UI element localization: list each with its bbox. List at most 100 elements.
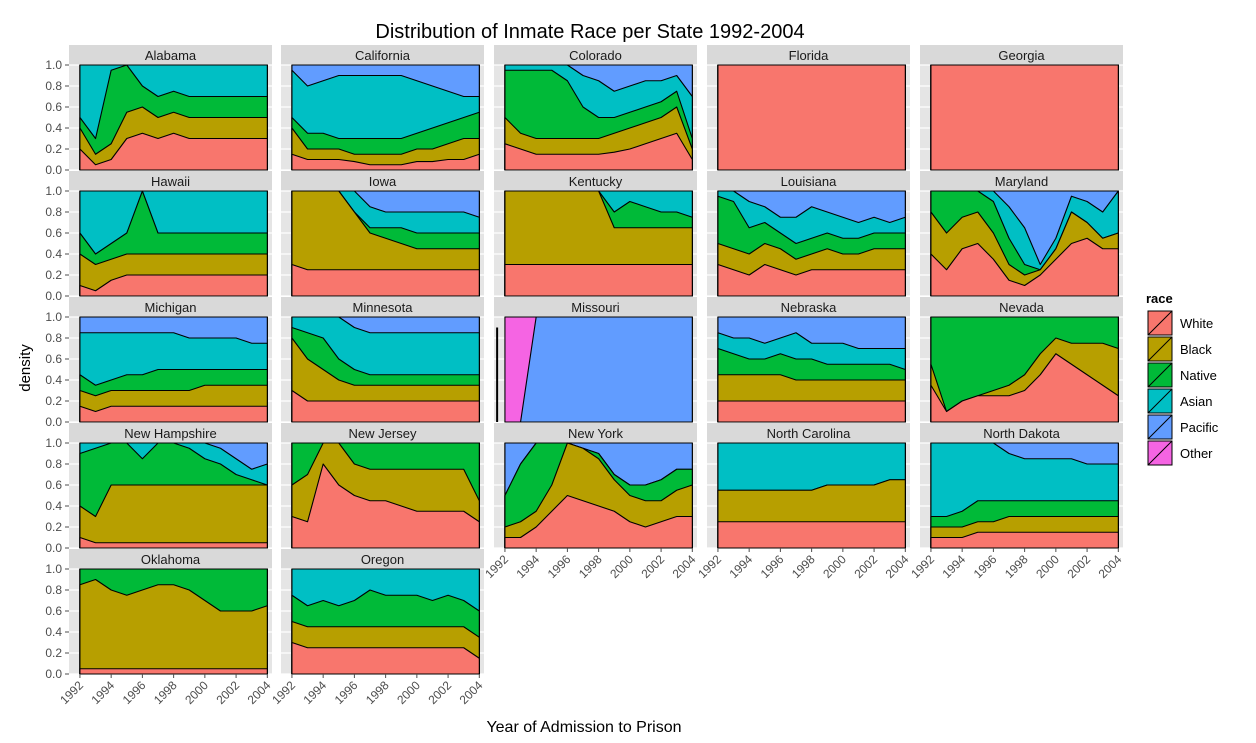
x-tick-label: 1998 — [576, 552, 605, 581]
panel-new-jersey: New Jersey — [281, 423, 484, 549]
panel-areas — [504, 190, 693, 297]
panel-north-carolina: North Carolina 1992 1994 1996 1998 2000 2002 20… — [695, 423, 912, 581]
panel-louisiana: Louisiana — [707, 171, 910, 297]
y-tick-label: 0.0 — [45, 541, 62, 555]
x-tick-label: 1992 — [57, 678, 86, 707]
y-tick-label: 0.2 — [45, 394, 62, 408]
y-tick-label: 0.2 — [45, 142, 62, 156]
panel-areas — [79, 442, 268, 549]
area-white — [79, 668, 268, 675]
y-tick-label: 0.4 — [45, 499, 62, 513]
y-tick-label: 0.8 — [45, 205, 62, 219]
panel-maryland: Maryland — [920, 171, 1123, 297]
area-white — [930, 64, 1119, 171]
y-tick-label: 0.8 — [45, 583, 62, 597]
legend-swatch-diagonal — [1147, 440, 1173, 466]
legend-label: Black — [1180, 342, 1212, 357]
panel-strip — [281, 423, 484, 443]
x-tick-label: 1994 — [514, 552, 543, 581]
panel-areas — [930, 316, 1119, 423]
panel-areas — [291, 190, 480, 297]
panel-strip-label: Georgia — [998, 48, 1045, 63]
panel-california: California — [281, 45, 484, 171]
panel-michigan: Michigan 0.0 0.2 0.4 0.6 0.8 1.0 — [45, 297, 272, 429]
y-tick-label: 1.0 — [45, 436, 62, 450]
panel-strip — [707, 297, 910, 317]
area-white — [930, 353, 1119, 423]
panel-strip — [494, 45, 697, 65]
panel-north-dakota: North Dakota 1992 1994 1996 1998 2000 2002 2004 — [908, 423, 1125, 581]
x-tick-label: 2000 — [394, 678, 423, 707]
x-tick-label: 1994 — [89, 678, 118, 707]
panel-hawaii: Hawaii 0.0 0.2 0.4 0.6 0.8 1.0 — [45, 171, 272, 303]
panel-georgia: Georgia — [920, 45, 1123, 171]
panel-strip-label: Hawaii — [151, 174, 190, 189]
y-tick-label: 0.8 — [45, 79, 62, 93]
panel-oklahoma: Oklahoma 0.0 0.2 0.4 0.6 0.8 1.0 1992 1994 1996 19… — [45, 549, 274, 707]
legend-item-native: Native — [1147, 362, 1217, 388]
y-tick-label: 1.0 — [45, 58, 62, 72]
area-black — [79, 578, 268, 675]
panel-strip — [494, 423, 697, 443]
x-tick-label: 2002 — [851, 552, 880, 581]
legend-item-white: White — [1147, 310, 1213, 336]
panel-areas — [79, 190, 268, 297]
panel-grid: Alabama 0.0 0.2 0.4 0.6 0.8 1.0 California Color… — [45, 45, 1125, 707]
x-tick-label: 2000 — [182, 678, 211, 707]
y-tick-label: 0.6 — [45, 352, 62, 366]
panel-areas — [291, 64, 480, 171]
legend-swatch-diagonal — [1147, 310, 1173, 336]
area-white — [79, 274, 268, 297]
panel-areas — [504, 316, 693, 423]
panel-new-hampshire: New Hampshire 0.0 0.2 0.4 0.6 0.8 1.0 — [45, 423, 272, 555]
area-white — [717, 64, 906, 171]
legend-item-other: Other — [1147, 440, 1213, 466]
panel-strip — [69, 297, 272, 317]
x-tick-label: 1992 — [695, 552, 724, 581]
x-tick-label: 2004 — [245, 678, 274, 707]
x-tick-label: 2004 — [1096, 552, 1125, 581]
x-tick-label: 1992 — [908, 552, 937, 581]
y-tick-label: 0.4 — [45, 121, 62, 135]
panel-strip-label: Oregon — [361, 552, 404, 567]
panel-areas — [79, 64, 268, 171]
panel-strip — [281, 171, 484, 191]
x-tick-label: 1996 — [332, 678, 361, 707]
panel-areas — [291, 316, 480, 423]
panel-missouri: Missouri — [494, 297, 697, 423]
panel-kentucky: Kentucky — [494, 171, 697, 297]
area-white — [717, 263, 906, 297]
legend-label: Asian — [1180, 394, 1213, 409]
panel-nebraska: Nebraska — [707, 297, 910, 423]
panel-strip-label: New Jersey — [349, 426, 417, 441]
panel-areas — [930, 190, 1119, 297]
x-tick-label: 1996 — [545, 552, 574, 581]
panel-areas — [504, 64, 693, 171]
area-white — [291, 153, 480, 171]
x-tick-label: 1998 — [363, 678, 392, 707]
y-tick-label: 0.6 — [45, 226, 62, 240]
x-tick-label: 2002 — [213, 678, 242, 707]
area-pacific — [504, 316, 693, 423]
x-tick-label: 1992 — [269, 678, 298, 707]
y-tick-label: 0.2 — [45, 268, 62, 282]
panel-areas — [930, 64, 1119, 171]
x-axis-label: Year of Admission to Prison — [486, 719, 681, 736]
x-tick-label: 1996 — [120, 678, 149, 707]
panel-strip — [281, 549, 484, 569]
panel-areas — [717, 190, 906, 297]
panel-areas — [79, 568, 268, 675]
legend-label: Pacific — [1180, 420, 1219, 435]
y-tick-label: 0.0 — [45, 667, 62, 681]
panel-strip-label: Missouri — [571, 300, 620, 315]
x-tick-label: 2002 — [638, 552, 667, 581]
panel-strip — [281, 297, 484, 317]
panel-strip-label: Alabama — [145, 48, 197, 63]
panel-strip — [707, 45, 910, 65]
panel-strip-label: Florida — [789, 48, 830, 63]
area-white — [504, 263, 693, 297]
x-tick-label: 1998 — [789, 552, 818, 581]
panel-nevada: Nevada — [920, 297, 1123, 423]
panel-strip — [707, 171, 910, 191]
y-tick-label: 0.2 — [45, 646, 62, 660]
